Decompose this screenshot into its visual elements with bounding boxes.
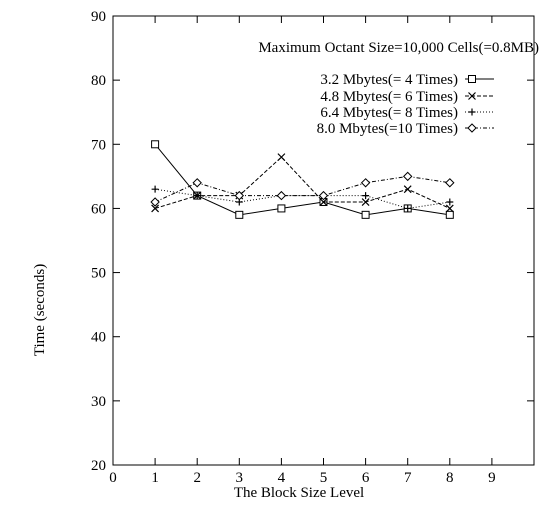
data-point [446, 198, 454, 206]
data-point [445, 178, 455, 188]
data-point [151, 204, 160, 213]
data-point [468, 108, 476, 116]
data-point [277, 204, 286, 213]
series-4 [150, 171, 455, 207]
y-tick-label: 20 [91, 458, 106, 474]
x-axis-label: The Block Size Level [234, 485, 364, 500]
y-tick-label: 80 [91, 73, 106, 89]
data-point [467, 123, 477, 133]
x-tick-label: 0 [109, 470, 117, 486]
legend-entry: 4.8 Mbytes(= 6 Times) [320, 89, 494, 105]
y-tick-label: 70 [91, 137, 106, 153]
legend: 3.2 Mbytes(= 4 Times)4.8 Mbytes(= 6 Time… [317, 72, 494, 137]
y-tick-label: 40 [91, 330, 106, 346]
legend-label: 4.8 Mbytes(= 6 Times) [320, 89, 458, 105]
legend-label: 3.2 Mbytes(= 4 Times) [320, 72, 458, 88]
data-point [150, 197, 160, 207]
legend-entry: 3.2 Mbytes(= 4 Times) [320, 72, 494, 88]
data-point [468, 75, 476, 83]
series-line [154, 175, 450, 203]
legend-entry: 6.4 Mbytes(= 8 Times) [320, 105, 494, 121]
data-point [468, 92, 476, 100]
data-point [151, 140, 160, 149]
series-line [154, 156, 451, 209]
series-2 [151, 153, 454, 213]
data-point [360, 178, 371, 188]
y-tick-label: 60 [91, 201, 106, 217]
series-layer [150, 140, 455, 219]
data-point [445, 204, 454, 213]
data-point [362, 192, 370, 200]
x-tick-label: 7 [404, 470, 412, 486]
legend-label: 8.0 Mbytes(=10 Times) [317, 121, 458, 137]
x-tick-label: 9 [488, 470, 496, 486]
data-point [445, 210, 454, 219]
x-tick-label: 6 [362, 470, 370, 486]
data-point [276, 190, 287, 201]
data-point [235, 210, 244, 219]
x-tick-label: 2 [193, 470, 201, 486]
legend-label: 6.4 Mbytes(= 8 Times) [320, 105, 458, 121]
data-point [361, 210, 370, 219]
chart-title: Maximum Octant Size=10,000 Cells(=0.8MB) [258, 40, 539, 56]
legend-entry: 8.0 Mbytes(=10 Times) [317, 121, 494, 137]
data-point [361, 198, 370, 206]
data-point [318, 190, 329, 201]
x-tick-label: 4 [278, 470, 286, 486]
series-line [154, 143, 450, 216]
data-point [404, 204, 412, 212]
x-tick-label: 1 [151, 470, 159, 486]
x-tick-label: 8 [446, 470, 454, 486]
data-point [151, 185, 159, 193]
y-axis-label: Time (seconds) [32, 264, 48, 356]
data-point [402, 171, 413, 182]
data-point [234, 190, 245, 201]
x-tick-label: 5 [320, 470, 328, 486]
x-tick-label: 3 [236, 470, 244, 486]
data-point [193, 192, 201, 200]
y-tick-label: 50 [91, 266, 106, 282]
data-point [403, 185, 412, 194]
y-tick-label: 30 [91, 394, 106, 410]
data-point [277, 153, 286, 162]
y-tick-label: 90 [91, 9, 106, 25]
axes-group: 20 30 40 50 60 70 80 90 0 1 2 3 4 5 6 7 8 9 [91, 9, 535, 486]
data-point [192, 178, 202, 188]
data-point [319, 198, 328, 206]
